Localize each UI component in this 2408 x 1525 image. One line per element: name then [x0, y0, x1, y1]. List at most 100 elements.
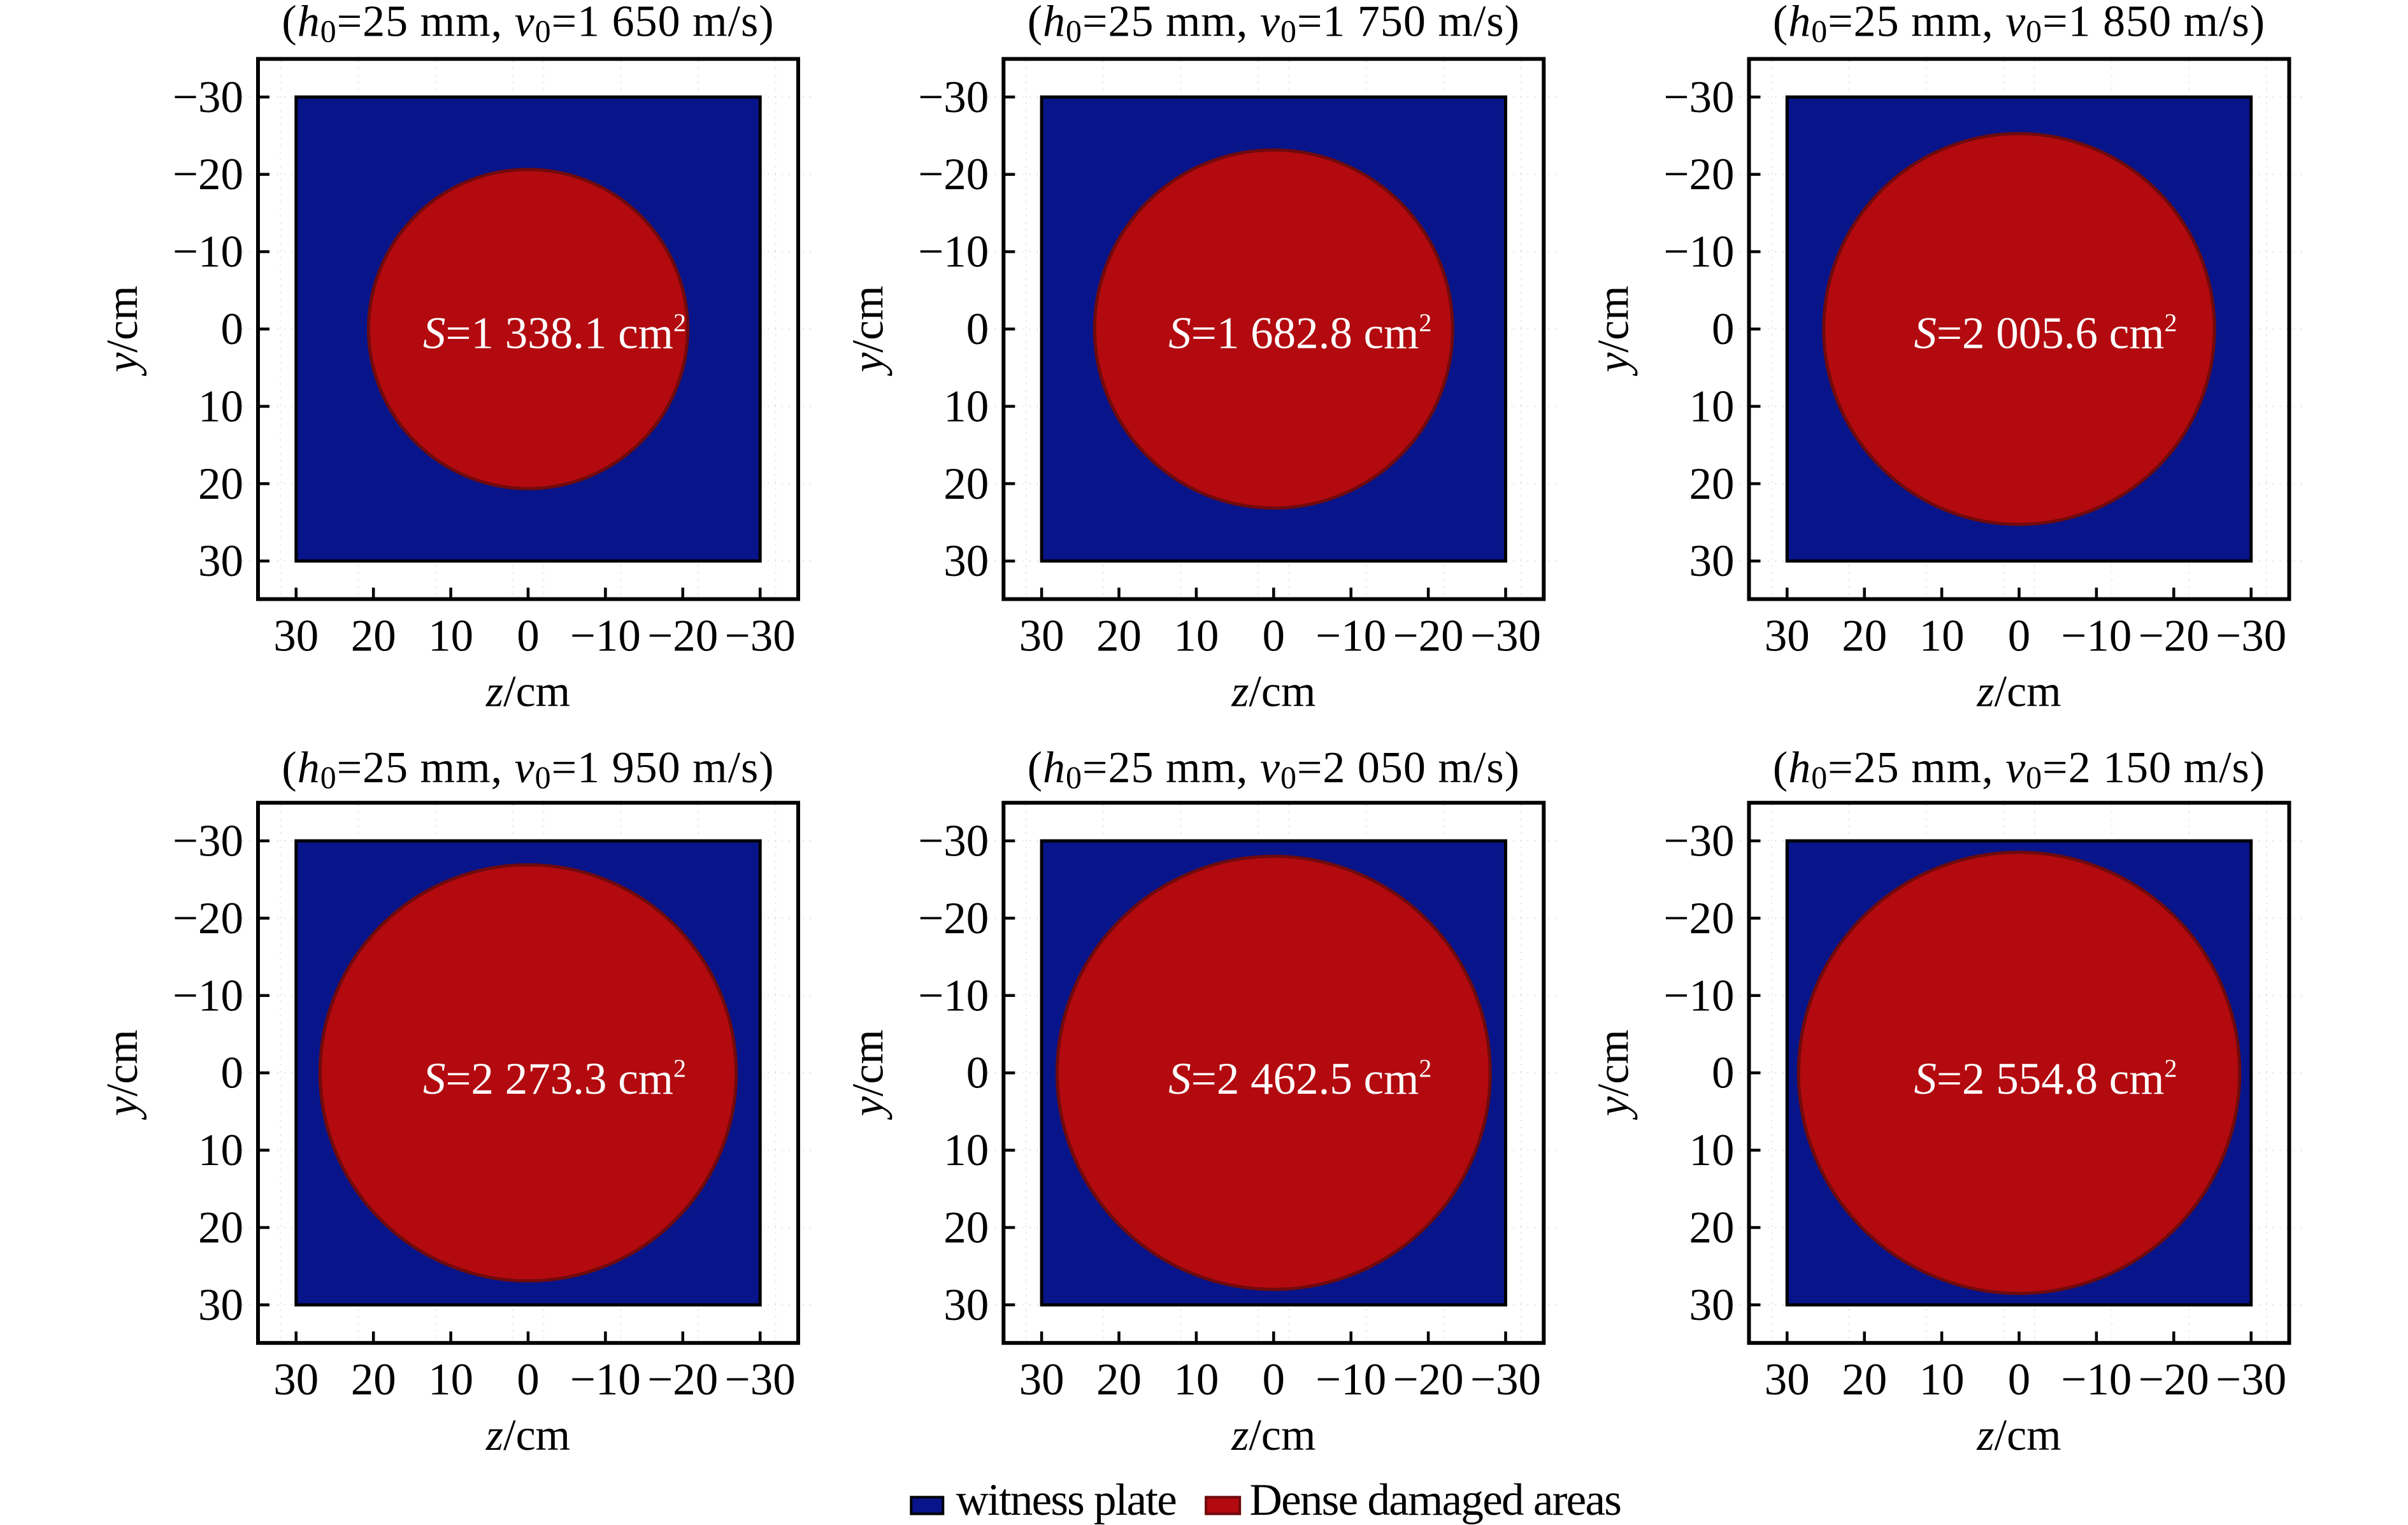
svg-text:witness plate: witness plate [956, 1475, 1177, 1525]
svg-text:−10: −10 [1315, 612, 1386, 661]
svg-text:0: 0 [517, 1355, 540, 1405]
svg-text:10: 10 [1689, 1126, 1735, 1175]
svg-text:−10: −10 [570, 612, 641, 661]
svg-text:30: 30 [1019, 1355, 1064, 1405]
svg-text:−30: −30 [173, 73, 243, 122]
svg-text:30: 30 [1689, 536, 1735, 586]
svg-text:20: 20 [198, 459, 243, 509]
svg-text:10: 10 [1173, 1355, 1219, 1405]
svg-text:30: 30 [943, 536, 989, 586]
svg-text:S=2 462.5 cm2: S=2 462.5 cm2 [1168, 1054, 1431, 1105]
svg-text:20: 20 [351, 612, 396, 661]
svg-text:−30: −30 [918, 817, 989, 866]
svg-text:10: 10 [198, 1126, 243, 1175]
svg-text:z/cm: z/cm [485, 1411, 570, 1460]
svg-text:−10: −10 [2061, 1355, 2132, 1405]
svg-text:−20: −20 [647, 1355, 718, 1405]
svg-text:−20: −20 [647, 612, 718, 661]
svg-text:−30: −30 [918, 73, 989, 122]
svg-text:0: 0 [221, 1049, 244, 1098]
svg-text:−20: −20 [918, 894, 989, 943]
svg-text:20: 20 [1842, 1355, 1887, 1405]
svg-text:20: 20 [1689, 459, 1735, 509]
svg-text:−10: −10 [2061, 612, 2132, 661]
svg-text:10: 10 [428, 612, 473, 661]
svg-text:10: 10 [1919, 612, 1965, 661]
svg-text:z/cm: z/cm [485, 668, 570, 717]
svg-text:−10: −10 [1315, 1355, 1386, 1405]
svg-text:(h0=25 mm, v0=1 750 m/s): (h0=25 mm, v0=1 750 m/s) [1028, 0, 1520, 49]
svg-text:(h0=25 mm, v0=2 050 m/s): (h0=25 mm, v0=2 050 m/s) [1028, 743, 1520, 795]
svg-text:S=1 338.1 cm2: S=1 338.1 cm2 [423, 308, 686, 359]
svg-text:S=2 554.8 cm2: S=2 554.8 cm2 [1914, 1054, 2177, 1105]
svg-text:−30: −30 [725, 612, 796, 661]
svg-text:−10: −10 [1663, 227, 1734, 277]
svg-text:(h0=25 mm, v0=1 650 m/s): (h0=25 mm, v0=1 650 m/s) [282, 0, 774, 49]
svg-text:30: 30 [1765, 612, 1810, 661]
svg-text:y/cm: y/cm [843, 1029, 892, 1120]
svg-text:−20: −20 [1663, 150, 1734, 199]
svg-text:(h0=25 mm, v0=1 850 m/s): (h0=25 mm, v0=1 850 m/s) [1773, 0, 2265, 49]
svg-text:30: 30 [273, 612, 319, 661]
svg-text:0: 0 [2008, 612, 2031, 661]
svg-text:z/cm: z/cm [1231, 668, 1315, 717]
svg-text:S=2 005.6 cm2: S=2 005.6 cm2 [1914, 308, 2177, 359]
svg-text:10: 10 [428, 1355, 473, 1405]
svg-text:20: 20 [943, 459, 989, 509]
svg-text:−30: −30 [173, 817, 243, 866]
svg-text:−20: −20 [1393, 1355, 1464, 1405]
svg-text:Dense damaged areas: Dense damaged areas [1250, 1475, 1621, 1525]
svg-text:−20: −20 [2139, 1355, 2209, 1405]
svg-text:−30: −30 [1470, 1355, 1541, 1405]
svg-text:−30: −30 [2216, 612, 2286, 661]
svg-text:0: 0 [1712, 1049, 1735, 1098]
svg-text:−10: −10 [173, 971, 243, 1020]
svg-text:y/cm: y/cm [1589, 285, 1638, 376]
svg-text:0: 0 [1263, 612, 1286, 661]
svg-text:20: 20 [351, 1355, 396, 1405]
svg-text:0: 0 [517, 612, 540, 661]
svg-text:−10: −10 [918, 971, 989, 1020]
svg-text:10: 10 [1173, 612, 1219, 661]
svg-text:−20: −20 [2139, 612, 2209, 661]
svg-text:−30: −30 [1663, 817, 1734, 866]
svg-text:−30: −30 [725, 1355, 796, 1405]
svg-text:S=1 682.8 cm2: S=1 682.8 cm2 [1168, 308, 1431, 359]
svg-text:0: 0 [966, 304, 989, 354]
svg-text:−30: −30 [2216, 1355, 2286, 1405]
svg-text:30: 30 [1765, 1355, 1810, 1405]
svg-text:−20: −20 [1663, 894, 1734, 943]
svg-text:30: 30 [198, 1280, 243, 1330]
svg-text:20: 20 [198, 1203, 243, 1253]
svg-text:10: 10 [1689, 382, 1735, 431]
svg-text:20: 20 [943, 1203, 989, 1253]
svg-text:20: 20 [1096, 612, 1142, 661]
svg-text:−10: −10 [570, 1355, 641, 1405]
svg-text:20: 20 [1096, 1355, 1142, 1405]
svg-text:y/cm: y/cm [98, 285, 147, 376]
svg-text:20: 20 [1689, 1203, 1735, 1253]
svg-text:S=2 273.3 cm2: S=2 273.3 cm2 [423, 1054, 686, 1105]
svg-text:z/cm: z/cm [1976, 1411, 2061, 1460]
svg-text:10: 10 [943, 1126, 989, 1175]
svg-text:30: 30 [943, 1280, 989, 1330]
svg-text:y/cm: y/cm [98, 1029, 147, 1120]
svg-text:0: 0 [221, 304, 244, 354]
svg-text:−10: −10 [1663, 971, 1734, 1020]
svg-text:30: 30 [1689, 1280, 1735, 1330]
svg-text:0: 0 [2008, 1355, 2031, 1405]
svg-text:(h0=25 mm, v0=1 950 m/s): (h0=25 mm, v0=1 950 m/s) [282, 743, 774, 795]
svg-text:z/cm: z/cm [1976, 668, 2061, 717]
svg-text:30: 30 [1019, 612, 1064, 661]
svg-text:30: 30 [273, 1355, 319, 1405]
svg-text:−20: −20 [173, 894, 243, 943]
svg-text:−30: −30 [1663, 73, 1734, 122]
svg-text:y/cm: y/cm [1589, 1029, 1638, 1120]
svg-text:y/cm: y/cm [843, 285, 892, 376]
svg-text:(h0=25 mm, v0=2 150 m/s): (h0=25 mm, v0=2 150 m/s) [1773, 743, 2265, 795]
svg-text:0: 0 [966, 1049, 989, 1098]
svg-text:30: 30 [198, 536, 243, 586]
svg-text:−30: −30 [1470, 612, 1541, 661]
svg-text:10: 10 [1919, 1355, 1965, 1405]
svg-text:−20: −20 [1393, 612, 1464, 661]
